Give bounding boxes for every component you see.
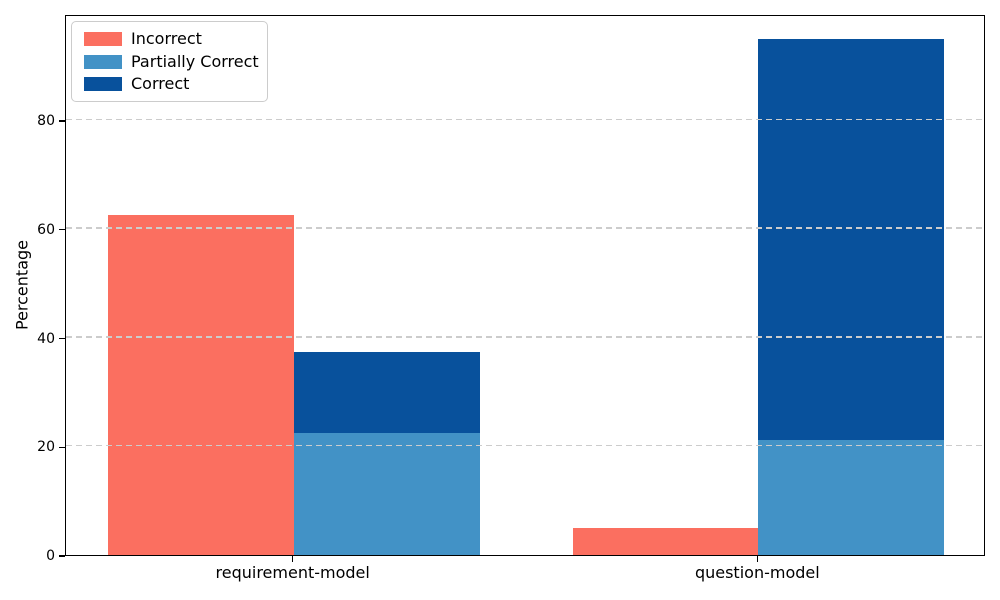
ytick-mark-40 (59, 337, 65, 340)
ytick-label-60: 60 (37, 221, 55, 238)
legend-swatch-correct-icon (84, 76, 122, 91)
ytick-mark-80 (59, 120, 65, 122)
ytick-mark-60 (59, 229, 65, 231)
ytick-label-0: 0 (46, 548, 55, 564)
gridline-80 (66, 118, 984, 121)
plot-area (65, 15, 985, 556)
gridline-40 (66, 336, 984, 338)
bar-correct-question-model (758, 38, 945, 441)
xtick-mark-requirement-model (292, 556, 294, 562)
legend: Incorrect Partially Correct Correct (71, 21, 268, 102)
y-axis-label: Percentage (12, 239, 32, 331)
ytick-label-80: 80 (37, 113, 55, 130)
legend-swatch-partially-correct-icon (84, 54, 122, 69)
ytick-label-20: 20 (37, 439, 55, 456)
ytick-mark-20 (59, 446, 65, 448)
legend-label-incorrect: Incorrect (131, 29, 202, 49)
gridline-60 (66, 227, 984, 229)
xtick-label-requirement-model: requirement-model (215, 563, 370, 582)
legend-item-correct: Correct (72, 73, 267, 93)
xtick-mark-question-model (756, 556, 758, 562)
xtick-label-question-model: question-model (694, 563, 820, 582)
ytick-label-40: 40 (37, 330, 55, 347)
bar-incorrect-requirement-model (107, 215, 294, 555)
legend-item-partially-correct: Partially Correct (72, 51, 267, 71)
gridline-20 (66, 444, 984, 447)
legend-swatch-incorrect-icon (84, 32, 122, 47)
bar-partially-correct-question-model (758, 440, 945, 555)
legend-label-correct: Correct (131, 73, 190, 93)
bar-partially-correct-requirement-model (293, 433, 480, 555)
legend-label-partially-correct: Partially Correct (131, 51, 259, 71)
bar-correct-requirement-model (293, 351, 480, 434)
bar-incorrect-question-model (572, 527, 759, 555)
ytick-mark-0 (59, 555, 65, 557)
legend-item-incorrect: Incorrect (72, 31, 267, 47)
